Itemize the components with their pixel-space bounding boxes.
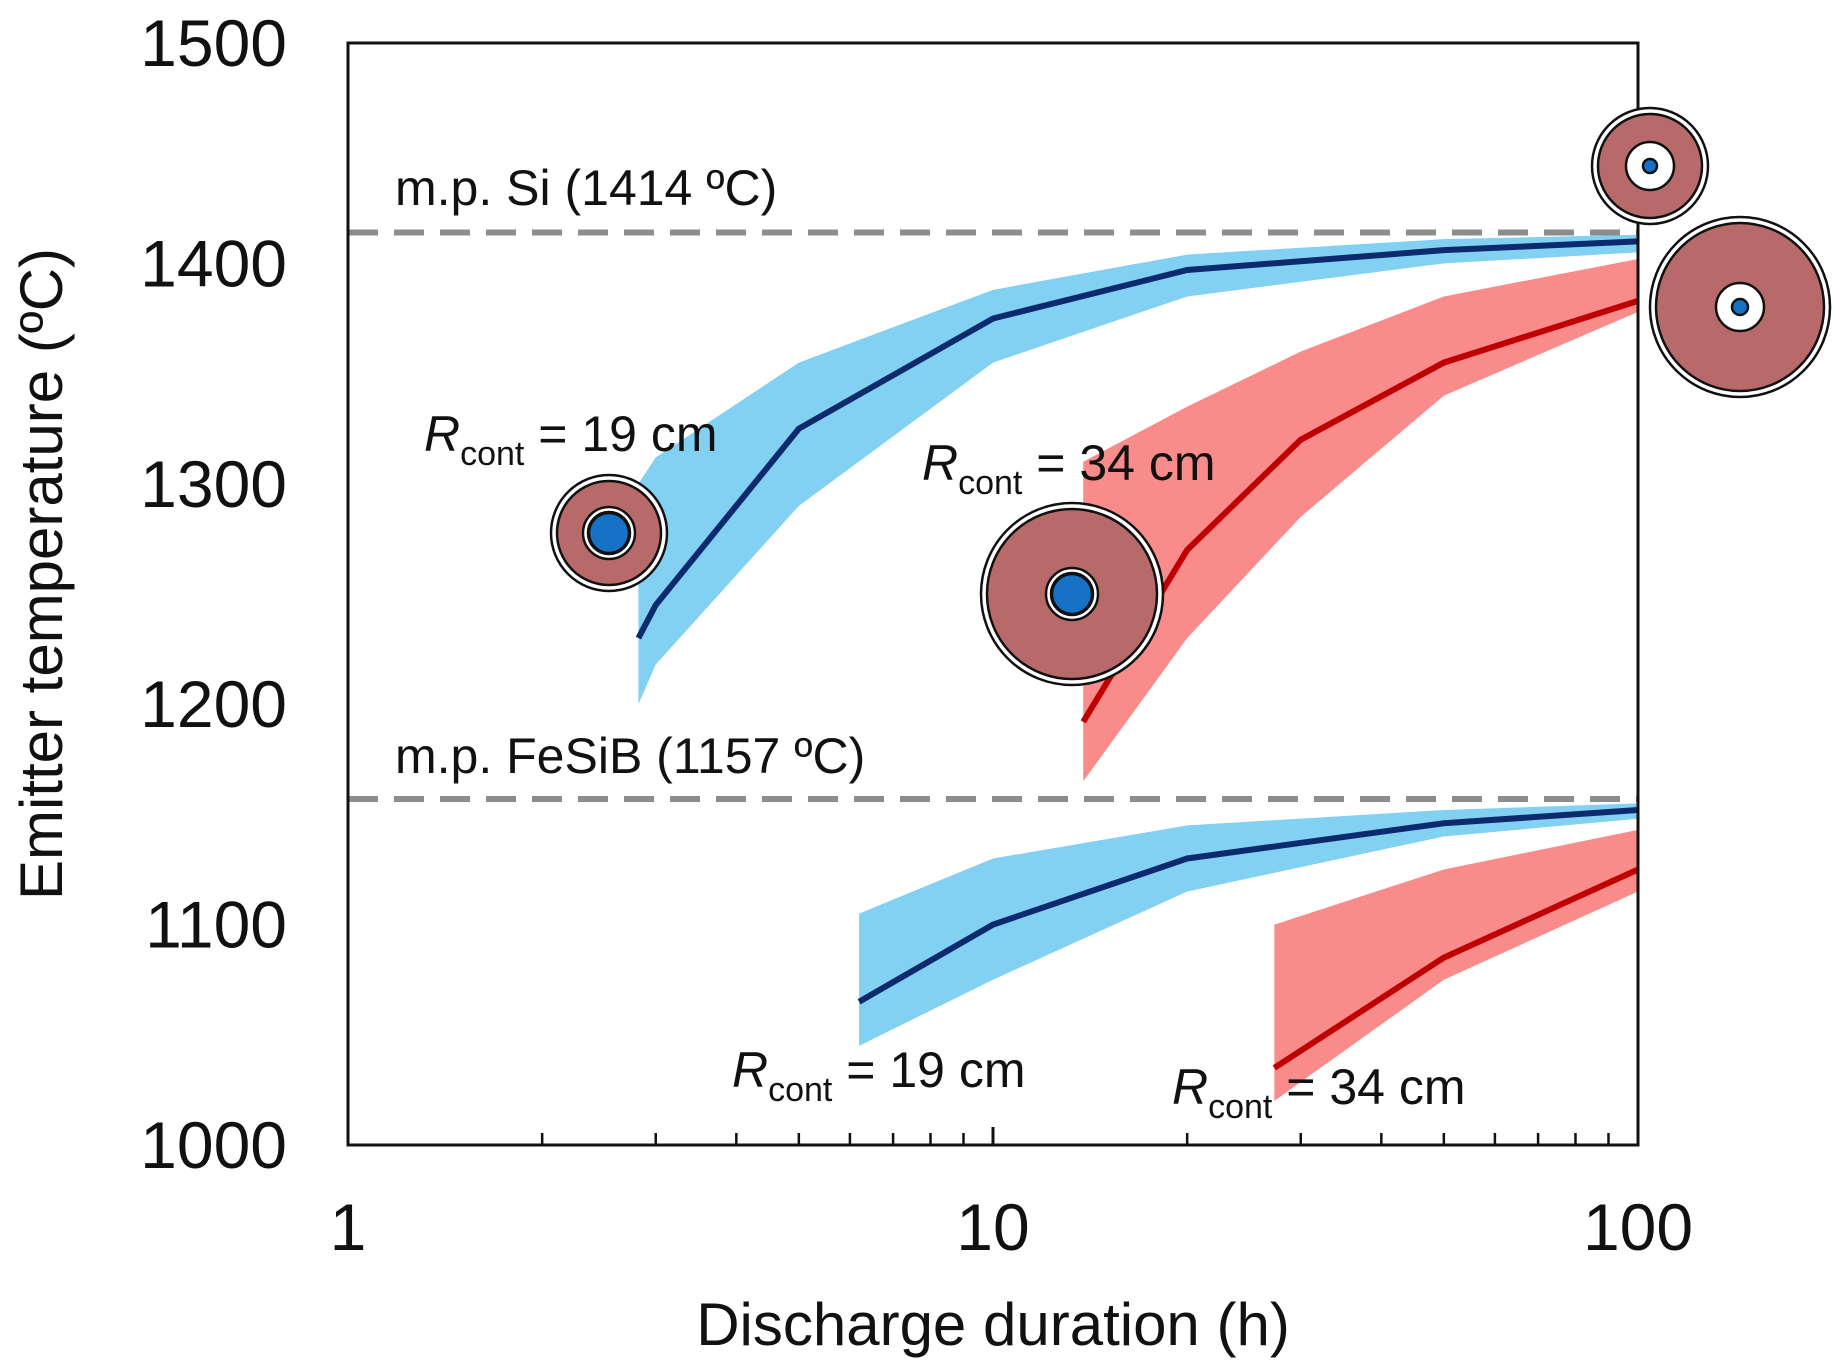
y-tick-label: 1200: [140, 667, 287, 741]
x-axis-label: Discharge duration (h): [696, 1291, 1290, 1358]
line: [635, 238, 1639, 640]
annotation-symbol: R: [732, 1042, 768, 1098]
y-tick-label: 1000: [140, 1108, 287, 1182]
uncertainty-band: [1083, 258, 1638, 782]
y-axis-label: Emitter temperature (ºC): [8, 248, 75, 900]
container-icon: [1648, 215, 1832, 399]
annotation-subscript: cont: [958, 464, 1023, 502]
line: [857, 806, 1639, 1005]
annotation-symbol: R: [1172, 1059, 1208, 1115]
line: [1272, 866, 1640, 1071]
annotation-symbol: R: [424, 406, 460, 462]
annotation-subscript: cont: [768, 1071, 833, 1109]
reference-label: m.p. FeSiB (1157 ºC): [395, 728, 865, 784]
y-tick-label: 1100: [145, 888, 287, 962]
icon-core: [1730, 297, 1750, 317]
uncertainty-band: [859, 803, 1638, 1046]
annotation-text: = 19 cm: [524, 406, 717, 462]
annotation-text: = 34 cm: [1272, 1059, 1465, 1115]
uncertainty-band: [1274, 829, 1638, 1101]
annotation: Rcont = 19 cm: [424, 406, 718, 473]
y-tick-label: 1400: [140, 226, 287, 300]
container-icon: [979, 501, 1165, 687]
uncertainty-band: [638, 234, 1638, 705]
annotation: Rcont = 34 cm: [1172, 1059, 1466, 1126]
annotation-subscript: cont: [460, 435, 525, 473]
reference-label: m.p. Si (1414 ºC): [395, 160, 777, 216]
x-tick-label: 1: [330, 1190, 367, 1264]
annotation: Rcont = 19 cm: [732, 1042, 1026, 1109]
container-icon: [1590, 106, 1710, 226]
icon-core: [1641, 157, 1659, 175]
icon-core: [1050, 572, 1094, 616]
annotation: Rcont = 34 cm: [922, 435, 1216, 502]
annotation-text: = 34 cm: [1022, 435, 1215, 491]
x-tick-label: 100: [1583, 1190, 1693, 1264]
y-tick-label: 1300: [140, 447, 287, 521]
annotation-subscript: cont: [1208, 1088, 1273, 1126]
annotation-symbol: R: [922, 435, 958, 491]
container-icon: [549, 473, 669, 593]
annotation-text: = 19 cm: [832, 1042, 1025, 1098]
icon-core: [587, 511, 631, 555]
x-tick-label: 10: [956, 1190, 1029, 1264]
y-tick-label: 1500: [140, 6, 287, 80]
bands: [638, 234, 1638, 1101]
